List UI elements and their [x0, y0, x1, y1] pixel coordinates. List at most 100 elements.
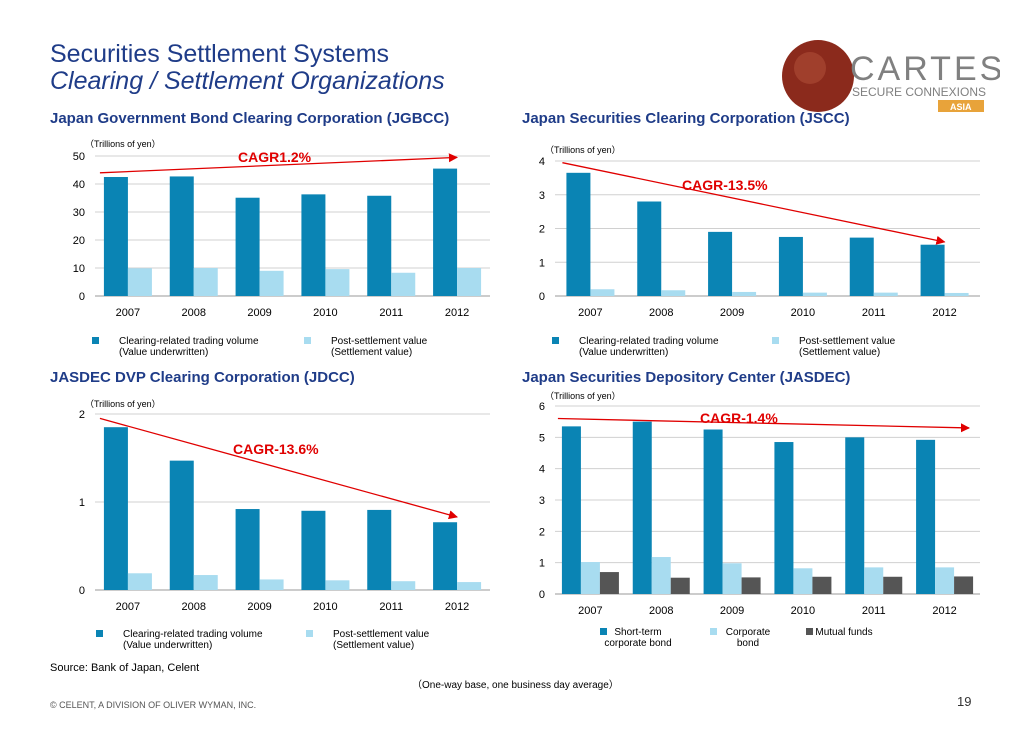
x-tick-label: 2008 — [182, 601, 206, 613]
bar-primary — [301, 194, 326, 296]
y-tick-label: 5 — [539, 432, 545, 444]
x-tick-label: 2007 — [116, 601, 140, 613]
x-tick-label: 2008 — [649, 605, 673, 617]
legend-label: Short-term — [614, 627, 661, 638]
cagr-label: CAGR1.2% — [238, 149, 312, 165]
bar-primary — [301, 510, 326, 590]
x-tick-label: 2007 — [116, 307, 140, 319]
bar-primary — [103, 177, 128, 296]
logo-region-badge — [938, 100, 984, 112]
legend-label: Clearing-related trading volume — [119, 336, 259, 347]
bar-secondary — [802, 292, 827, 296]
legend-swatch — [304, 337, 311, 344]
bar-secondary — [661, 290, 686, 296]
bar-secondary — [259, 270, 284, 296]
chart-jasdec: （Trillions of yen） 0 1 2 3 4 5 6 2007 2008 2009 201… — [539, 391, 980, 649]
bar-secondary — [391, 581, 416, 590]
legend-label: Post-settlement value — [799, 336, 896, 347]
y-tick-label: 40 — [73, 179, 85, 191]
x-tick-label: 2009 — [247, 307, 271, 319]
legend-label: (Value underwritten) — [119, 347, 208, 358]
bar-primary — [169, 460, 194, 590]
y-tick-label: 0 — [539, 291, 545, 303]
x-tick-label: 2011 — [379, 307, 403, 319]
x-tick-label: 2011 — [862, 605, 886, 617]
x-tick-label: 2010 — [313, 601, 337, 613]
bar-secondary — [793, 568, 813, 594]
bar-secondary — [873, 292, 898, 296]
legend-label: (Settlement value) — [333, 640, 414, 651]
bar-secondary — [259, 579, 284, 590]
x-tick-label: 2009 — [720, 307, 744, 319]
bar-primary — [774, 442, 794, 594]
cartes-logo: CARTES SECURE CONNEXIONS ASIA — [782, 40, 1000, 112]
bar-primary — [708, 231, 733, 296]
bar-secondary — [193, 575, 218, 590]
x-tick-label: 2011 — [379, 601, 403, 613]
chart-title-jdcc: JASDEC DVP Clearing Corporation (JDCC) — [50, 369, 355, 386]
x-tick-label: 2009 — [720, 605, 744, 617]
bar-primary — [433, 168, 458, 296]
bar-secondary — [935, 567, 955, 594]
x-tick-label: 2012 — [932, 605, 956, 617]
y-tick-label: 4 — [539, 156, 545, 168]
bar-primary — [916, 439, 936, 594]
bar-primary — [703, 429, 723, 594]
cagr-arrow — [99, 417, 458, 520]
x-tick-label: 2010 — [791, 605, 815, 617]
bar-primary — [367, 195, 392, 296]
logo-tagline: SECURE CONNEXIONS — [852, 85, 986, 99]
x-tick-label: 2012 — [932, 307, 956, 319]
y-tick-label: 2 — [79, 409, 85, 421]
x-tick-label: 2008 — [649, 307, 673, 319]
bar-secondary — [457, 268, 482, 296]
bar-tertiary — [883, 576, 903, 594]
y-tick-label: 0 — [79, 585, 85, 597]
y-tick-label: 1 — [539, 257, 545, 269]
legend-swatch — [806, 628, 813, 635]
y-tick-label: 2 — [539, 224, 545, 236]
bar-primary — [566, 172, 591, 296]
bar-secondary — [127, 268, 152, 296]
legend-swatch — [710, 628, 717, 635]
bar-secondary — [651, 557, 671, 594]
source-note: Source: Bank of Japan, Celent — [50, 662, 200, 674]
bar-secondary — [732, 291, 757, 296]
bar-primary — [920, 244, 945, 296]
page-number: 19 — [957, 694, 972, 709]
legend-swatch — [306, 630, 313, 637]
x-tick-label: 2008 — [182, 307, 206, 319]
y-tick-label: 0 — [539, 589, 545, 601]
legend-label: Post-settlement value — [333, 629, 430, 640]
chart-title-jscc: Japan Securities Clearing Corporation (J… — [522, 110, 850, 127]
cagr-arrow — [557, 417, 970, 433]
page-title: Securities Settlement Systems — [50, 40, 390, 68]
legend-label: (Settlement value) — [331, 347, 412, 358]
y-tick-label: 2 — [539, 526, 545, 538]
legend-label: (Settlement value) — [799, 347, 880, 358]
legend-label: (Value underwritten) — [123, 640, 212, 651]
bar-primary — [849, 237, 874, 296]
bar-secondary — [864, 567, 884, 594]
bar-primary — [637, 201, 662, 296]
cagr-label: CAGR-13.5% — [682, 177, 768, 193]
bar-secondary — [944, 292, 969, 296]
legend-label: corporate bond — [604, 638, 671, 649]
legend-label: Clearing-related trading volume — [579, 336, 719, 347]
bar-primary — [169, 176, 194, 296]
y-tick-label: 3 — [539, 495, 545, 507]
bar-secondary — [127, 573, 152, 590]
bar-primary — [235, 197, 260, 296]
legend-label: Mutual funds — [815, 627, 872, 638]
bar-secondary — [325, 269, 350, 296]
x-tick-label: 2012 — [445, 307, 469, 319]
legend-label: Clearing-related trading volume — [123, 629, 263, 640]
legend-swatch — [772, 337, 779, 344]
legend-swatch — [552, 337, 559, 344]
bar-secondary — [391, 272, 416, 296]
bar-tertiary — [954, 576, 974, 594]
unit-label: （Trillions of yen） — [545, 391, 621, 401]
bar-primary — [367, 509, 392, 590]
cagr-arrow — [562, 162, 946, 245]
y-tick-label: 1 — [79, 497, 85, 509]
